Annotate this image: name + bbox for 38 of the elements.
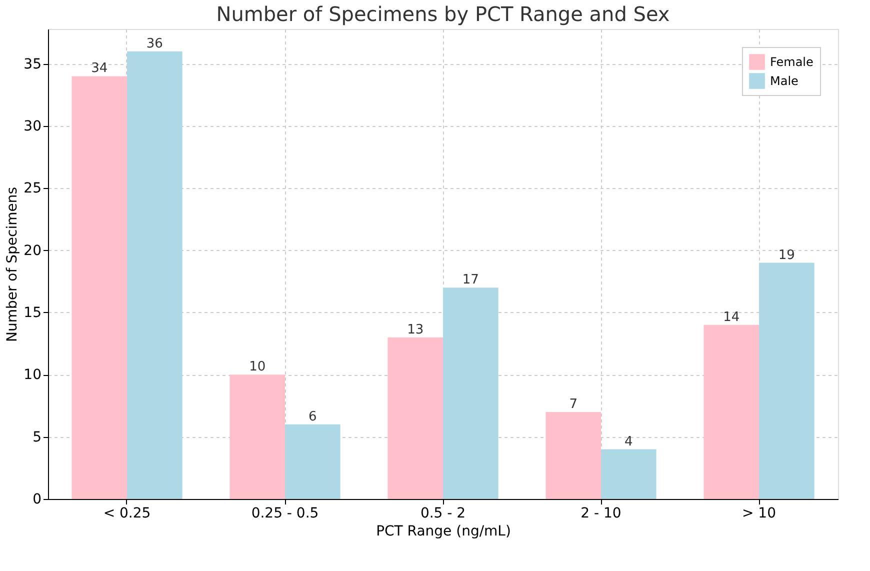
- bar: [759, 262, 814, 499]
- data-label: 13: [407, 322, 424, 338]
- x-axis-title: PCT Range (ng/mL): [376, 524, 511, 540]
- y-tick-label: 10: [24, 367, 42, 384]
- bar: [546, 412, 601, 499]
- data-label: 4: [624, 434, 633, 450]
- x-tick-label: > 10: [742, 506, 776, 522]
- data-label: 10: [249, 360, 266, 375]
- data-label: 19: [778, 248, 795, 263]
- bar: [388, 337, 443, 499]
- bar: [704, 324, 759, 499]
- bar: [601, 449, 656, 499]
- bar: [443, 288, 498, 499]
- y-tick-label: 25: [24, 180, 42, 197]
- y-tick-label: 5: [32, 429, 42, 446]
- x-tick-label: 0.25 - 0.5: [251, 506, 319, 522]
- x-tick-label: 0.5 - 2: [420, 506, 466, 522]
- chart-title: Number of Specimens by PCT Range and Sex: [216, 2, 670, 26]
- y-tick-label: 20: [24, 242, 42, 259]
- data-label: 14: [723, 310, 740, 325]
- bar: [285, 424, 340, 499]
- legend-label: Male: [770, 74, 798, 88]
- y-tick-label: 35: [24, 56, 42, 72]
- y-axis-title: Number of Specimens: [4, 186, 21, 342]
- x-tick-label: 2 - 10: [580, 506, 622, 522]
- data-label: 34: [91, 61, 108, 76]
- y-tick-label: 15: [24, 304, 42, 321]
- x-tick-label: < 0.25: [103, 506, 151, 522]
- y-tick-label: 30: [24, 118, 42, 134]
- bar: [127, 51, 182, 499]
- data-label: 17: [462, 272, 479, 288]
- data-label: 36: [146, 36, 163, 52]
- legend-label: Female: [770, 55, 814, 69]
- data-label: 7: [569, 396, 578, 412]
- bar: [72, 76, 127, 499]
- data-label: 6: [308, 409, 317, 424]
- bar: [230, 374, 285, 499]
- y-tick-label: 0: [32, 492, 42, 508]
